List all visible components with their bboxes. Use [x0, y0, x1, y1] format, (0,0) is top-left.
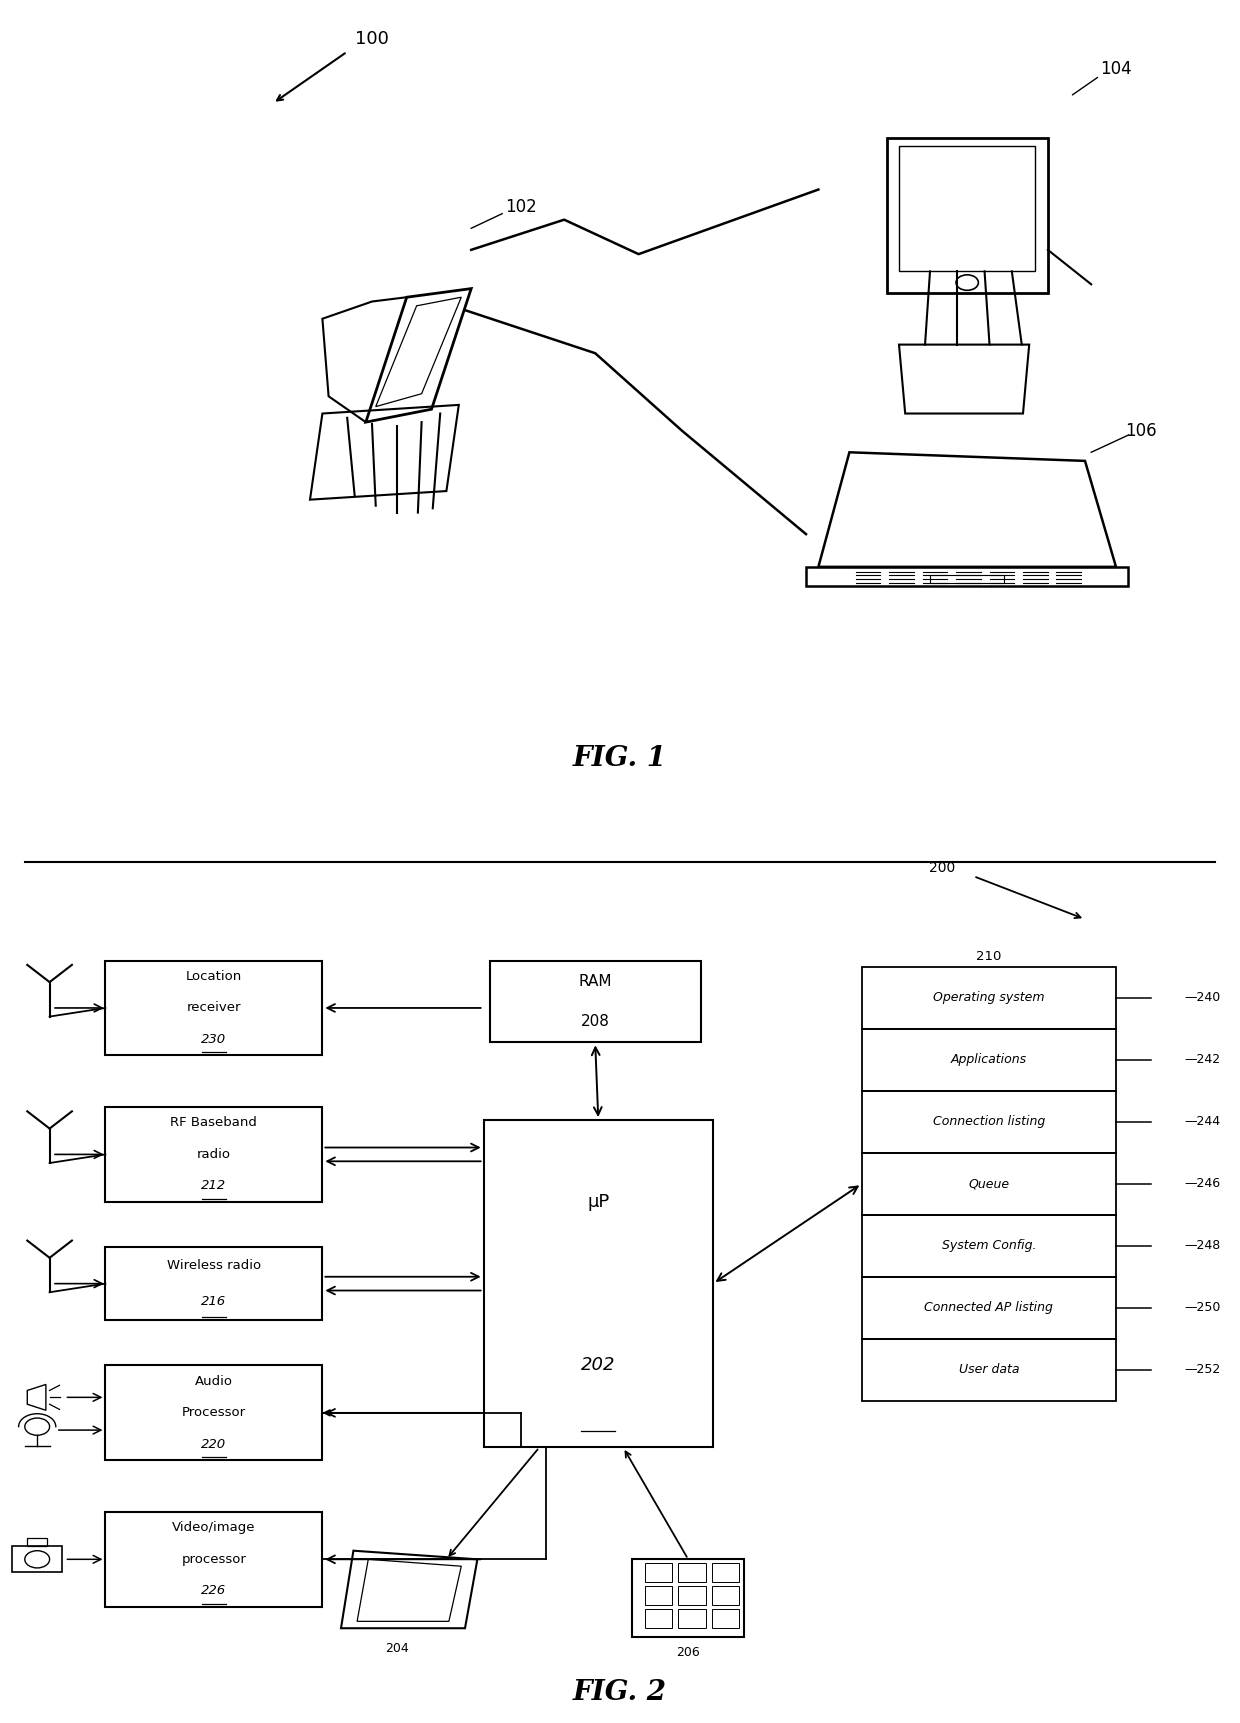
Text: Connected AP listing: Connected AP listing	[925, 1301, 1053, 1315]
Bar	[632, 1559, 744, 1637]
Text: radio: radio	[197, 1148, 231, 1161]
Bar	[712, 1609, 739, 1628]
Text: —246: —246	[1184, 1177, 1220, 1191]
Bar	[678, 1609, 706, 1628]
Text: 230: 230	[201, 1034, 227, 1046]
Text: receiver: receiver	[187, 1001, 241, 1015]
Bar	[645, 1585, 672, 1606]
Text: FIG. 1: FIG. 1	[573, 744, 667, 772]
Text: RF Baseband: RF Baseband	[170, 1117, 258, 1129]
Text: 206: 206	[676, 1645, 701, 1659]
Text: 200: 200	[929, 860, 956, 875]
Text: 226: 226	[201, 1585, 227, 1597]
Bar	[712, 1563, 739, 1582]
Text: Location: Location	[186, 970, 242, 982]
Text: 202: 202	[582, 1356, 615, 1375]
Text: Processor: Processor	[182, 1406, 246, 1420]
Text: RAM: RAM	[578, 973, 613, 989]
Text: processor: processor	[181, 1552, 247, 1566]
Bar	[678, 1585, 706, 1606]
Bar	[27, 1537, 47, 1547]
Text: Connection listing: Connection listing	[932, 1115, 1045, 1129]
Text: 216: 216	[201, 1296, 227, 1308]
Text: Operating system: Operating system	[934, 991, 1044, 1005]
Bar	[105, 1247, 322, 1320]
Text: —240: —240	[1184, 991, 1220, 1005]
Text: Applications: Applications	[951, 1053, 1027, 1067]
Bar	[645, 1563, 672, 1582]
Bar	[862, 1277, 1116, 1339]
Bar	[862, 1215, 1116, 1277]
Text: 204: 204	[384, 1642, 409, 1654]
Bar	[105, 1106, 322, 1203]
Text: FIG. 2: FIG. 2	[573, 1680, 667, 1706]
Text: —248: —248	[1184, 1239, 1220, 1253]
Text: —244: —244	[1184, 1115, 1220, 1129]
Text: Audio: Audio	[195, 1375, 233, 1387]
Bar	[645, 1609, 672, 1628]
Text: 100: 100	[355, 29, 389, 48]
Text: Queue: Queue	[968, 1177, 1009, 1191]
Bar	[862, 1091, 1116, 1153]
Text: —242: —242	[1184, 1053, 1220, 1067]
Text: Video/image: Video/image	[172, 1521, 255, 1533]
Bar	[712, 1585, 739, 1606]
Text: —252: —252	[1184, 1363, 1220, 1377]
Text: Wireless radio: Wireless radio	[167, 1260, 260, 1272]
Text: 104: 104	[1100, 60, 1132, 78]
Bar	[678, 1563, 706, 1582]
Bar	[105, 1513, 322, 1606]
Text: System Config.: System Config.	[941, 1239, 1037, 1253]
Text: 106: 106	[1125, 422, 1157, 439]
Bar	[930, 575, 1004, 582]
Bar	[490, 961, 701, 1042]
Text: 102: 102	[505, 198, 537, 215]
Text: 212: 212	[201, 1180, 227, 1192]
Text: 220: 220	[201, 1439, 227, 1451]
Text: 208: 208	[580, 1015, 610, 1029]
Bar	[862, 1029, 1116, 1091]
Text: —250: —250	[1184, 1301, 1220, 1315]
Bar	[862, 1339, 1116, 1401]
Text: μP: μP	[588, 1192, 609, 1211]
Bar	[484, 1120, 713, 1447]
Bar	[12, 1547, 62, 1571]
Bar	[105, 1365, 322, 1461]
Bar	[862, 1153, 1116, 1215]
Text: 210: 210	[976, 949, 1002, 963]
Text: User data: User data	[959, 1363, 1019, 1377]
Bar	[105, 960, 322, 1054]
Bar	[862, 967, 1116, 1029]
